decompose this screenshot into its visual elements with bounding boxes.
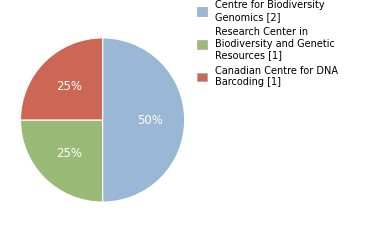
Text: 25%: 25% xyxy=(56,80,82,93)
Text: 25%: 25% xyxy=(56,147,82,160)
Legend: Centre for Biodiversity
Genomics [2], Research Center in
Biodiversity and Geneti: Centre for Biodiversity Genomics [2], Re… xyxy=(197,0,338,87)
Wedge shape xyxy=(103,38,185,202)
Wedge shape xyxy=(21,38,103,120)
Wedge shape xyxy=(21,120,103,202)
Text: 50%: 50% xyxy=(137,114,163,126)
